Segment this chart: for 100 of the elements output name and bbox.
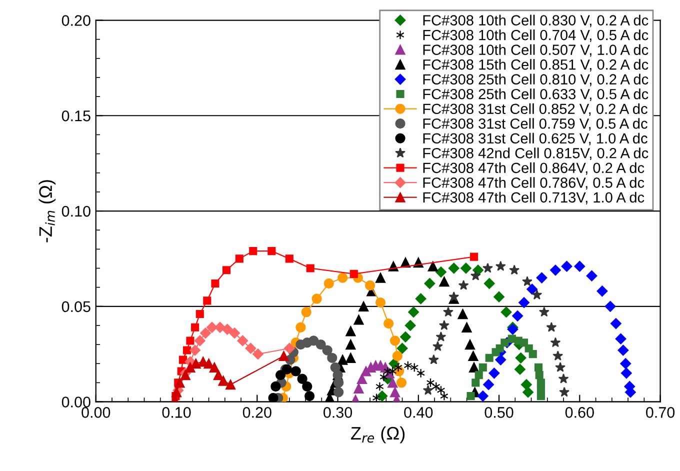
point [448, 262, 460, 274]
point [428, 354, 439, 364]
point [245, 342, 256, 354]
point [522, 386, 534, 398]
point [334, 387, 344, 398]
point [536, 392, 545, 400]
point [270, 381, 281, 392]
point [528, 350, 537, 358]
point [443, 306, 454, 317]
point [284, 342, 295, 354]
point [535, 371, 544, 380]
point [436, 331, 446, 342]
point [415, 293, 426, 304]
point [500, 306, 512, 318]
point [422, 384, 434, 395]
point [620, 358, 632, 370]
point [268, 247, 276, 256]
point [574, 260, 586, 272]
point [308, 336, 319, 346]
point [470, 270, 481, 280]
point [222, 324, 233, 335]
point [380, 372, 388, 382]
point [618, 344, 629, 356]
point [302, 381, 312, 392]
point [354, 314, 364, 325]
point [278, 350, 289, 362]
point [400, 331, 411, 342]
point [178, 356, 187, 364]
point [225, 380, 236, 390]
point [392, 350, 402, 362]
point [526, 284, 538, 295]
point [190, 344, 201, 356]
point [518, 297, 530, 308]
point [185, 362, 196, 372]
point [439, 320, 450, 330]
point [546, 322, 557, 332]
point [194, 335, 206, 346]
point [296, 322, 306, 332]
point [561, 260, 572, 272]
point [484, 278, 495, 289]
point [458, 308, 468, 320]
point [432, 341, 443, 351]
x-tick-label: 0.00 [82, 407, 110, 418]
legend-label: FC#308 47th Cell 0.786V, 0.5 A dc [423, 177, 644, 190]
point [252, 348, 264, 360]
x-tick-label: 0.30 [323, 407, 352, 418]
point [495, 260, 506, 271]
point [494, 291, 504, 302]
point [375, 272, 386, 283]
point [249, 247, 258, 256]
point [364, 280, 376, 290]
point [470, 252, 478, 261]
x-tick-label: 0.40 [404, 407, 433, 418]
point [214, 322, 226, 333]
point [596, 286, 608, 297]
point [550, 337, 561, 348]
point [458, 280, 469, 290]
point [396, 378, 407, 388]
point [468, 362, 480, 372]
point [174, 378, 185, 388]
point [538, 306, 550, 317]
x-axis-title: Z$_{re}$ (Ω) [351, 426, 405, 444]
point [334, 378, 344, 388]
point [191, 323, 200, 332]
point [275, 370, 286, 380]
point [559, 386, 570, 397]
point [552, 350, 564, 360]
legend-label: FC#308 31st Cell 0.759 V, 0.5 A dc [423, 118, 648, 131]
x-tick-label: 0.60 [565, 407, 594, 418]
y-tick-label: 0.10 [62, 206, 90, 217]
point [200, 328, 211, 339]
legend-label: FC#308 31st Cell 0.625 V, 1.0 A dc [423, 132, 648, 146]
legend-label: FC#308 10th Cell 0.704 V, 0.5 A dc [423, 30, 648, 42]
point [203, 296, 212, 305]
point [390, 336, 400, 346]
legend-label: FC#308 31st Cell 0.852 V, 0.2 A dc [423, 103, 648, 116]
point [477, 390, 488, 402]
point [428, 261, 438, 272]
y-tick-label: 0.00 [62, 396, 90, 408]
point [520, 338, 528, 347]
point [304, 390, 315, 402]
legend-label: FC#308 10th Cell 0.830 V, 0.2 A dc [423, 14, 648, 28]
point [182, 346, 192, 354]
point [488, 368, 500, 379]
point [396, 342, 408, 354]
point [213, 370, 224, 380]
point [229, 328, 240, 339]
point [297, 374, 308, 384]
point [338, 272, 348, 283]
point [376, 390, 388, 402]
point [354, 383, 364, 394]
point [514, 364, 526, 375]
point [306, 264, 314, 272]
point [464, 339, 476, 350]
point [301, 307, 312, 318]
x-tick-label: 0.20 [242, 407, 272, 418]
point [610, 318, 622, 330]
y-tick-label: 0.15 [62, 110, 90, 122]
point [482, 262, 493, 273]
point [237, 335, 248, 346]
